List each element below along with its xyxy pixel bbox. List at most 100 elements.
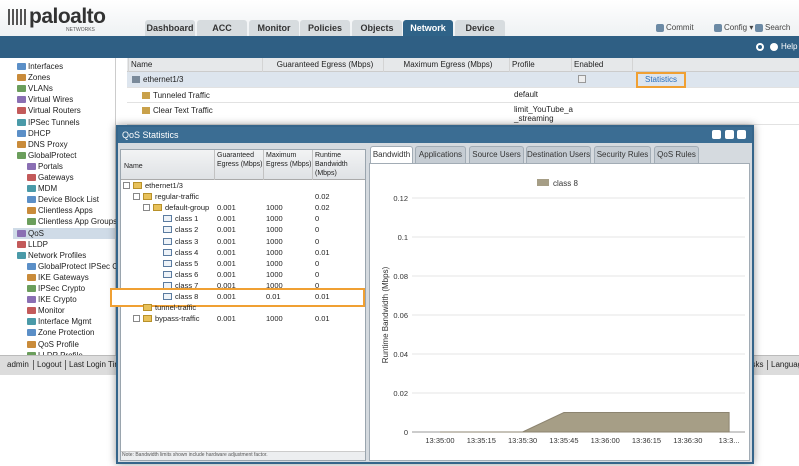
nav-tab[interactable]: Objects (352, 20, 402, 36)
sidebar-item[interactable]: QoS (28, 228, 45, 238)
tree-cell: 0.02 (315, 203, 330, 213)
tree-column-header: Runtime Bandwidth (Mbps) (315, 152, 348, 177)
footer-link[interactable]: Logout (37, 360, 62, 369)
sidebar-item[interactable]: IPSec Tunnels (28, 117, 80, 127)
tree-cell: 1000 (266, 258, 283, 268)
tree-toggle[interactable] (133, 315, 140, 323)
column-divider (263, 150, 264, 180)
sidebar-item[interactable]: Device Block List (38, 195, 99, 205)
tree-icon (133, 182, 142, 189)
header-action[interactable]: Commit (666, 23, 694, 32)
tree-cell: 0.01 (315, 292, 330, 301)
sidebar-item[interactable]: DHCP (28, 128, 51, 138)
sidebar-item[interactable]: Monitor (38, 306, 65, 316)
row-profile: default (514, 90, 539, 99)
tree-node[interactable]: bypass-traffic (155, 314, 200, 324)
note-bar (121, 451, 365, 460)
tree-node[interactable]: class 6 (175, 269, 199, 279)
sidebar-item[interactable]: VLANs (28, 84, 53, 94)
tree-node[interactable]: class 8 (175, 292, 199, 301)
sidebar-item[interactable]: Interfaces (28, 62, 64, 71)
tree-toggle[interactable] (123, 182, 130, 189)
window-button[interactable] (712, 130, 721, 139)
sidebar-item[interactable]: IPSec Crypto (38, 284, 86, 293)
tree-node[interactable]: class 4 (175, 247, 199, 257)
tree-node[interactable]: class 7 (175, 280, 199, 290)
dialog-tab[interactable]: QoS Rules (654, 146, 699, 163)
sidebar-item[interactable]: Zone Protection (38, 328, 95, 338)
tree-cell: 0.001 (217, 225, 236, 235)
help-link[interactable]: Help (781, 42, 798, 51)
footer-link[interactable]: Language (771, 360, 799, 369)
dialog-tab[interactable]: Bandwidth (370, 146, 413, 163)
tree-cell: 1000 (266, 236, 283, 246)
sidebar-item[interactable]: IKE Gateways (38, 272, 89, 282)
tree-node[interactable]: class 1 (175, 214, 199, 224)
dialog-tab[interactable]: Source Users (469, 146, 524, 163)
sidebar-item[interactable]: Clientless Apps (38, 206, 93, 216)
tree-node[interactable]: class 3 (175, 236, 199, 246)
sidebar-item[interactable]: Interface Mgmt (38, 317, 92, 327)
tree-node[interactable]: class 5 (175, 258, 199, 268)
sidebar-item[interactable]: GlobalProtect IPSec Crypt (38, 261, 132, 271)
row-name[interactable]: ethernet1/3 (143, 75, 184, 84)
dialog-tab[interactable]: Security Rules (594, 146, 651, 163)
window-button[interactable] (737, 130, 746, 139)
action-icon (755, 24, 763, 32)
nav-tab[interactable]: Monitor (249, 20, 299, 36)
nav-tab[interactable]: Device (455, 20, 505, 36)
tree-icon (143, 193, 152, 201)
sidebar-item[interactable]: Network Profiles (28, 250, 87, 260)
tree-cell: 0.001 (217, 247, 236, 257)
tree-node[interactable]: regular-traffic (155, 192, 200, 202)
tree-node[interactable]: ethernet1/3 (145, 181, 183, 190)
separator (767, 360, 768, 370)
tree-cell: 0 (315, 225, 320, 235)
tree-cell: 0.001 (217, 292, 236, 301)
tree-toggle[interactable] (143, 204, 150, 212)
chart-panel (369, 163, 750, 461)
row-name[interactable]: Clear Text Traffic (153, 106, 213, 115)
dialog-tab[interactable]: Applications (415, 146, 466, 163)
window-button[interactable] (725, 130, 734, 139)
sidebar-item[interactable]: IKE Crypto (38, 295, 77, 305)
sidebar-item[interactable]: DNS Proxy (28, 139, 68, 149)
tree-node[interactable]: class 2 (175, 225, 199, 235)
tree-node[interactable]: default-group (165, 203, 210, 213)
item-icon (27, 185, 36, 193)
nav-tab[interactable]: Policies (300, 20, 350, 36)
sidebar-item[interactable]: MDM (38, 184, 58, 194)
sidebar-item[interactable]: Virtual Routers (28, 106, 81, 116)
item-icon (27, 296, 36, 304)
tree-toggle[interactable] (133, 193, 140, 201)
sidebar-item[interactable]: Zones (28, 73, 51, 83)
nav-tab[interactable]: ACC (197, 20, 247, 36)
nav-tab[interactable]: Network (403, 20, 453, 36)
sidebar-item[interactable]: Virtual Wires (28, 95, 74, 105)
footer-link[interactable]: asks (747, 360, 764, 369)
tree-cell: 1000 (266, 225, 283, 235)
statistics-button[interactable]: Statistics (636, 72, 686, 88)
sidebar-item[interactable]: Gateways (38, 173, 74, 182)
tree-cell: 0 (315, 214, 320, 224)
item-icon (27, 162, 36, 170)
logo-tagline: NETWORKS (66, 27, 95, 33)
sidebar-item[interactable]: QoS Profile (38, 339, 79, 349)
action-icon (656, 24, 664, 32)
column-header: Maximum Egress (Mbps) (403, 60, 493, 69)
footer-link[interactable]: admin (7, 360, 29, 369)
row-name[interactable]: Tunneled Traffic (153, 91, 210, 100)
sidebar-item[interactable]: Clientless App Groups (38, 217, 118, 227)
sidebar-item[interactable]: GlobalProtect (28, 150, 77, 160)
sidebar-item[interactable]: Portals (38, 161, 63, 171)
sidebar-item[interactable]: LLDP (28, 239, 49, 249)
table-header (127, 58, 799, 72)
header-action[interactable]: Search (765, 23, 791, 32)
dialog-tab[interactable]: Destination Users (526, 146, 591, 163)
refresh-icon (756, 43, 764, 51)
header-action[interactable]: Config ▾ (724, 23, 754, 32)
tree-node[interactable]: tunnel-traffic (155, 303, 197, 313)
nav-tab[interactable]: Dashboard (145, 20, 195, 36)
item-icon (17, 63, 26, 70)
tree-cell: 0 (315, 236, 320, 246)
